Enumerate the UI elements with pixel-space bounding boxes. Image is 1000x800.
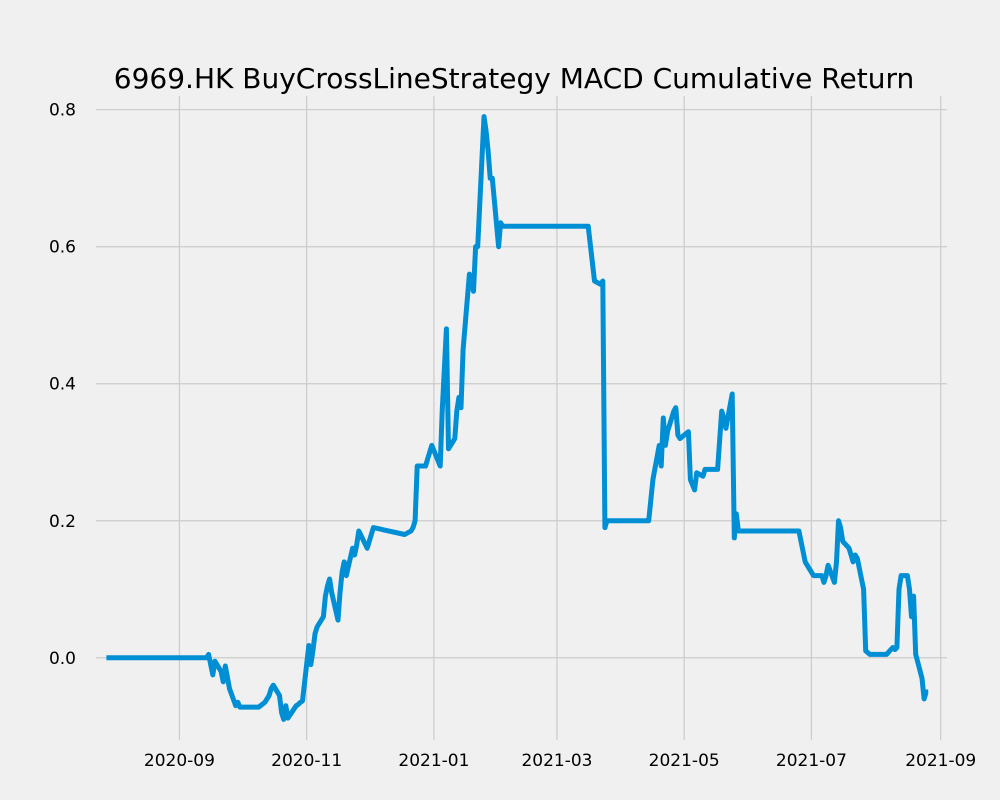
x-tick-label: 2021-03	[521, 751, 592, 771]
x-tick-label: 2020-11	[271, 751, 342, 771]
y-tick-label: 0.4	[49, 375, 76, 395]
y-tick-label: 0.2	[49, 512, 76, 532]
chart-title: 6969.HK BuyCrossLineStrategy MACD Cumula…	[114, 62, 914, 95]
y-tick-label: 0.0	[49, 649, 76, 669]
x-tick-label: 2020-09	[144, 751, 215, 771]
y-tick-label: 0.6	[49, 238, 76, 258]
series-layer	[106, 114, 929, 722]
x-tick-label: 2021-07	[776, 751, 847, 771]
cumulative-return-line	[106, 114, 929, 722]
x-tick-label: 2021-05	[649, 751, 720, 771]
x-tick-label: 2021-09	[905, 751, 976, 771]
grid-lines	[96, 96, 947, 740]
x-tick-label: 2021-01	[398, 751, 469, 771]
y-tick-label: 0.8	[49, 101, 76, 121]
tick-labels: 2020-09 2020-11 2021-01 2021-03 2021-05 2021-…	[49, 101, 976, 771]
